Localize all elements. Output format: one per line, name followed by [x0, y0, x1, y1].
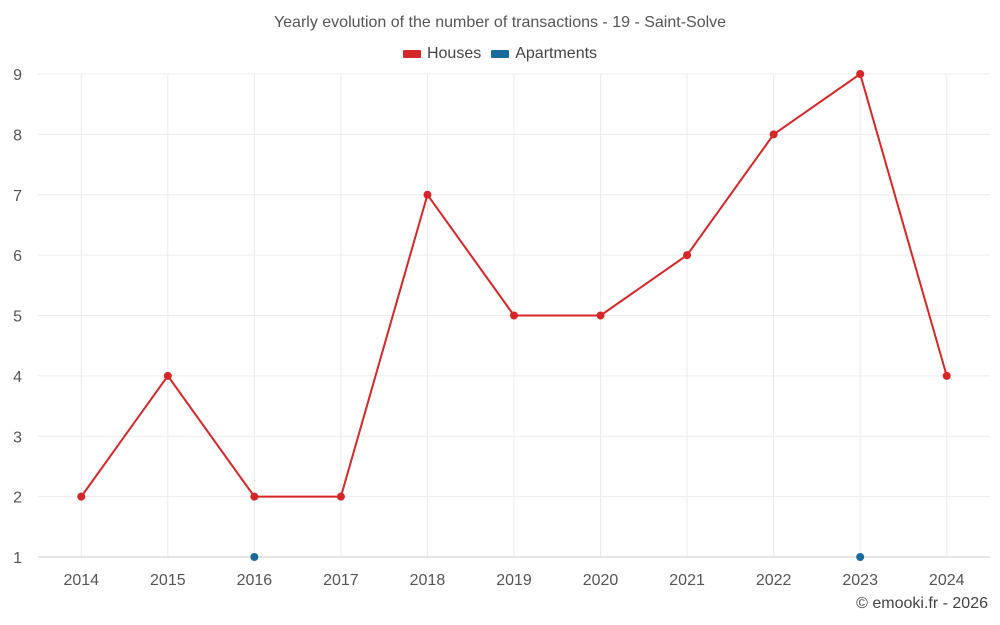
legend-swatch-houses — [402, 50, 421, 58]
legend-item-houses[interactable]: Houses — [402, 45, 482, 63]
data-point-houses — [336, 492, 345, 501]
data-point-houses — [77, 492, 86, 501]
y-tick-label: 6 — [13, 248, 22, 265]
y-tick-label: 9 — [13, 67, 22, 84]
x-tick-label: 2021 — [669, 572, 705, 589]
data-point-houses — [769, 130, 778, 139]
legend-swatch-apartments — [491, 50, 510, 58]
credit-text: © emooki.fr - 2026 — [856, 595, 988, 612]
y-tick-label: 7 — [13, 188, 22, 205]
data-point-houses — [510, 311, 518, 320]
y-tick-label: 5 — [13, 309, 22, 326]
y-tick-label: 3 — [13, 429, 22, 446]
data-point-houses — [942, 371, 951, 380]
y-tick-label: 4 — [13, 369, 22, 386]
chart-title: Yearly evolution of the number of transa… — [273, 14, 727, 31]
x-tick-label: 2014 — [63, 572, 99, 589]
data-point-houses — [250, 492, 259, 501]
x-tick-label: 2020 — [583, 572, 619, 589]
legend: Houses Apartments — [0, 45, 1000, 63]
data-point-houses — [163, 371, 172, 380]
x-tick-label: 2015 — [150, 572, 186, 589]
y-tick-label: 2 — [13, 490, 22, 507]
data-point-houses — [596, 311, 605, 320]
x-tick-label: 2017 — [323, 572, 359, 589]
x-tick-label: 2022 — [756, 572, 792, 589]
y-tick-label: 1 — [13, 550, 22, 567]
data-point-houses — [856, 70, 865, 78]
data-point-apartments — [250, 553, 259, 561]
x-tick-label: 2016 — [237, 572, 273, 589]
x-tick-label: 2023 — [842, 572, 878, 589]
legend-item-apartments[interactable]: Apartments — [491, 45, 597, 63]
data-point-houses — [423, 190, 432, 199]
x-tick-label: 2019 — [496, 572, 532, 589]
legend-label-houses: Houses — [426, 45, 482, 62]
data-point-houses — [683, 251, 692, 260]
legend-label-apartments: Apartments — [515, 45, 598, 62]
x-tick-label: 2018 — [410, 572, 446, 589]
data-point-apartments — [856, 553, 865, 561]
x-tick-label: 2024 — [929, 572, 965, 589]
y-tick-label: 8 — [13, 127, 22, 144]
